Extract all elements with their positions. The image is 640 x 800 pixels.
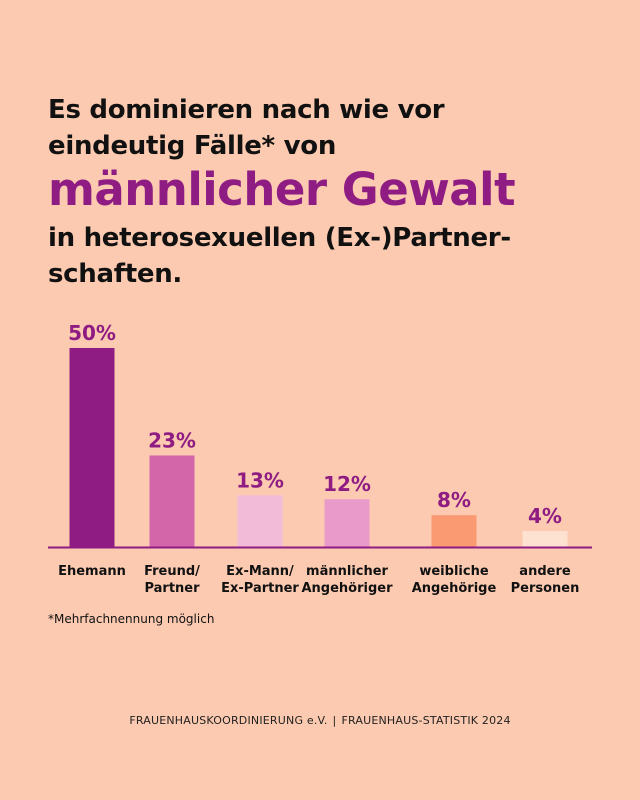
footer-separator: | — [332, 714, 337, 727]
footnote: *Mehrfachnennung möglich — [48, 612, 215, 626]
category-label-2: Ex-Mann/Ex-Partner — [221, 564, 299, 596]
bar-2 — [237, 495, 283, 547]
value-label-5: 4% — [528, 504, 562, 528]
value-label-1: 23% — [148, 428, 196, 452]
category-label-line: Freund/ — [144, 564, 200, 579]
value-label-3: 12% — [323, 472, 371, 496]
category-label-line: Ex-Partner — [221, 581, 299, 596]
category-label-line: Angehöriger — [301, 581, 393, 596]
category-label-4: weibliche Angehörige — [412, 564, 497, 596]
headline-accent: männlicher Gewalt — [48, 163, 516, 216]
category-label-3: männlicher Angehöriger — [301, 564, 393, 596]
category-label-0: Ehemann — [58, 564, 126, 579]
bar-4 — [431, 515, 477, 547]
bar-5 — [522, 531, 568, 547]
category-label-line: Personen — [511, 581, 580, 596]
headline-line-1: Es dominieren nach wie vor — [48, 95, 445, 125]
category-label-line: andere — [519, 564, 571, 579]
category-label-line: weibliche — [419, 564, 488, 579]
category-label-line: Partner — [144, 581, 200, 596]
footer-statistic: FRAUENHAUS-STATISTIK 2024 — [341, 714, 511, 727]
footer-organization: FRAUENHAUSKOORDINIERUNG e.V. — [129, 714, 328, 727]
footer: FRAUENHAUSKOORDINIERUNG e.V. | FRAUENHAUS-… — [0, 714, 640, 727]
bar-chart: 50% Ehemann 23% Freund/Partner 13% Ex-Mann/Ex… — [48, 321, 592, 596]
bar-1 — [149, 455, 195, 547]
category-label-line: Angehörige — [412, 581, 497, 596]
value-label-2: 13% — [236, 468, 284, 492]
bar-0 — [69, 348, 115, 547]
category-label-line: Ehemann — [58, 564, 126, 579]
category-label-line: Ex-Mann/ — [226, 564, 294, 579]
category-label-5: andere Personen — [511, 564, 580, 596]
category-label-1: Freund/Partner — [144, 564, 200, 596]
headline-line-3: in heterosexuellen (Ex-)Partner- — [48, 223, 511, 253]
bar-3 — [324, 499, 370, 547]
value-label-0: 50% — [68, 321, 116, 345]
headline-line-2: eindeutig Fälle* von — [48, 131, 337, 161]
value-label-4: 8% — [437, 488, 471, 512]
category-label-line: männlicher — [306, 564, 389, 579]
headline-line-4: schaften. — [48, 259, 183, 289]
headline: Es dominieren nach wie vor eindeutig Fäl… — [48, 92, 608, 292]
